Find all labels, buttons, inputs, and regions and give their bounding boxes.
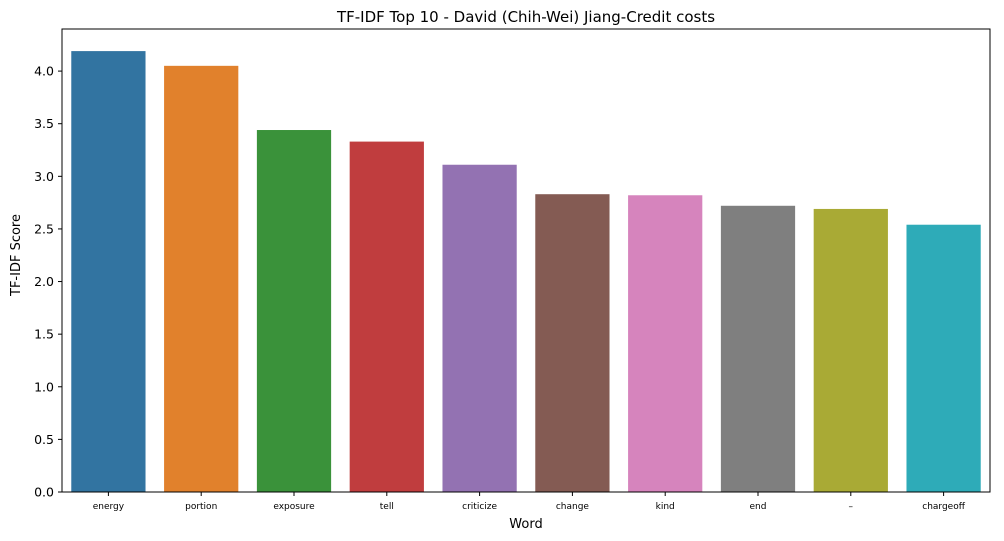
x-tick-label: energy xyxy=(93,502,125,512)
x-tick-label: kind xyxy=(656,502,675,512)
bar-4 xyxy=(349,141,424,492)
y-tick-label: 3.5 xyxy=(34,116,54,131)
bars-group xyxy=(71,51,981,493)
y-tick-label: 1.0 xyxy=(34,379,54,394)
chart-title: TF-IDF Top 10 - David (Chih-Wei) Jiang-C… xyxy=(336,8,715,26)
y-tick-label: 0.0 xyxy=(34,485,54,500)
bar-5 xyxy=(442,164,517,493)
x-axis-title: Word xyxy=(509,517,542,532)
y-tick-label: 2.0 xyxy=(34,274,54,289)
bar-7 xyxy=(628,195,703,492)
x-tick-label: criticize xyxy=(462,502,497,512)
bar-6 xyxy=(535,194,610,492)
plot-frame xyxy=(61,28,991,493)
x-tick-label: chargeoff xyxy=(922,502,965,512)
bar-2 xyxy=(164,65,239,493)
bar-9 xyxy=(813,208,888,492)
x-tick-label: exposure xyxy=(273,502,315,512)
x-tick-label: portion xyxy=(185,502,217,512)
y-axis-ticks: 0.0 0.5 1.0 1.5 2.0 2.5 3.0 3.5 4.0 xyxy=(34,64,62,500)
x-tick-label: end xyxy=(750,502,767,512)
y-tick-label: 4.0 xyxy=(34,64,54,79)
y-tick-label: 0.5 xyxy=(34,432,54,447)
x-axis-ticks: energy portion exposure tell criticize change… xyxy=(93,492,966,512)
y-tick-label: 2.5 xyxy=(34,221,54,236)
y-axis-title: TF-IDF Score xyxy=(9,214,24,297)
bar-3 xyxy=(256,130,332,492)
bar-1 xyxy=(71,51,146,493)
x-tick-label: tell xyxy=(380,502,394,512)
y-tick-label: 1.5 xyxy=(34,327,54,342)
x-tick-label: – xyxy=(849,502,854,512)
bar-10 xyxy=(906,224,981,493)
bar-8 xyxy=(720,205,796,493)
y-tick-label: 3.0 xyxy=(34,169,54,184)
x-tick-label: change xyxy=(556,502,590,512)
